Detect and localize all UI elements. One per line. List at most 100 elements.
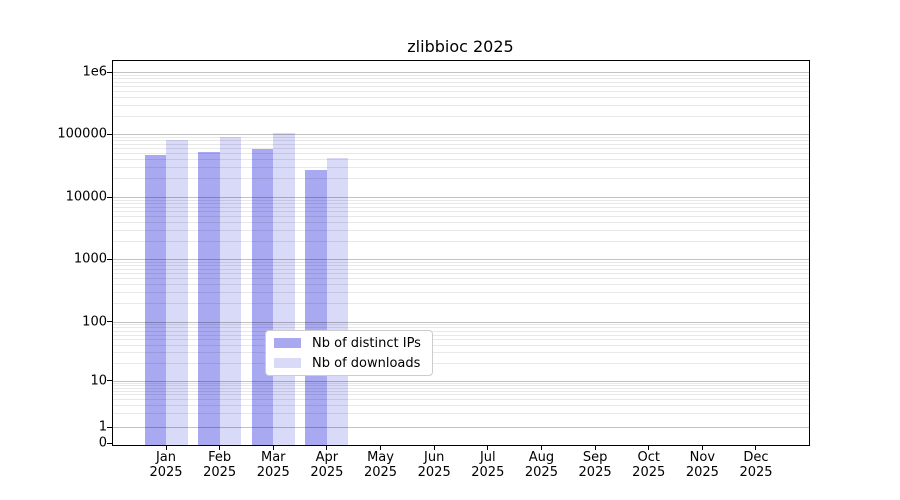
gridline-minor <box>113 75 809 77</box>
gridline-minor <box>113 334 809 336</box>
gridline-minor <box>113 399 809 400</box>
x-tick-mark <box>272 445 274 450</box>
x-tick-mark <box>540 445 542 450</box>
x-tick-label: Sep 2025 <box>578 450 612 480</box>
y-tick-label: 10000 <box>65 189 107 205</box>
gridline-major <box>113 427 809 428</box>
gridline-minor <box>113 81 809 83</box>
x-tick-label: Jun 2025 <box>417 450 451 480</box>
y-tick-label: 10 <box>90 373 107 388</box>
gridline-minor <box>113 390 809 392</box>
x-tick-mark <box>648 445 650 450</box>
gridline-minor <box>113 215 809 217</box>
gridline-minor <box>113 327 809 329</box>
gridline-minor <box>113 382 809 384</box>
gridline-minor <box>113 178 809 180</box>
legend-item-downloads: Nb of downloads <box>274 356 432 371</box>
legend-label-distinct-ips: Nb of distinct IPs <box>312 335 421 351</box>
bar-nb-of-distinct-ips <box>251 148 274 445</box>
y-tick-mark <box>107 442 112 444</box>
gridline-minor <box>113 387 809 389</box>
gridline-major <box>113 72 809 74</box>
gridline-minor <box>113 159 809 161</box>
x-tick-mark <box>487 445 489 450</box>
x-tick-mark <box>219 445 221 450</box>
gridline-minor <box>113 291 809 293</box>
gridline-minor <box>113 148 809 150</box>
x-tick-label: Mar 2025 <box>256 450 290 480</box>
legend-swatch-distinct-ips <box>274 338 301 348</box>
gridline-major <box>113 259 809 261</box>
gridline-minor <box>113 199 809 201</box>
gridline-minor <box>113 262 809 264</box>
x-tick-mark <box>755 445 757 450</box>
gridline-minor <box>113 167 809 169</box>
x-tick-mark <box>701 445 703 450</box>
y-tick-label: 1000 <box>73 251 107 267</box>
x-tick-label: Dec 2025 <box>739 450 773 480</box>
gridline-minor <box>113 115 809 117</box>
gridline-minor <box>113 140 809 142</box>
gridline-minor <box>113 302 809 304</box>
x-tick-mark <box>594 445 596 450</box>
x-tick-label: Nov 2025 <box>685 450 719 480</box>
gridline-minor <box>113 144 809 145</box>
gridline-minor <box>113 206 809 208</box>
gridline-minor <box>113 90 809 92</box>
y-tick-mark <box>107 258 112 260</box>
x-tick-label: Oct 2025 <box>632 450 666 480</box>
x-tick-mark <box>380 445 382 450</box>
gridline-minor <box>113 210 809 212</box>
x-tick-label: May 2025 <box>363 450 398 480</box>
y-tick-mark <box>107 133 112 135</box>
x-tick-label: Apr 2025 <box>310 450 344 480</box>
y-tick-mark <box>107 380 112 381</box>
gridline-minor <box>113 385 809 386</box>
gridline-minor <box>113 339 809 341</box>
x-tick-label: Aug 2025 <box>524 450 558 480</box>
y-tick-mark <box>107 426 112 428</box>
gridline-minor <box>113 203 809 205</box>
gridline-minor <box>113 404 809 406</box>
x-tick-label: Feb 2025 <box>203 450 237 480</box>
gridline-minor <box>113 273 809 275</box>
gridline-minor <box>113 362 809 364</box>
x-tick-mark <box>165 445 167 450</box>
chart-title: zlibbioc 2025 <box>407 37 514 56</box>
y-tick-label: 100 <box>82 314 107 330</box>
legend-swatch-downloads <box>274 358 301 368</box>
gridline-minor <box>113 221 809 223</box>
gridline-major <box>113 134 809 136</box>
gridline-minor <box>113 352 809 354</box>
gridline-major <box>113 197 809 198</box>
bar-nb-of-downloads <box>166 139 188 445</box>
x-tick-label: Jul 2025 <box>471 450 505 480</box>
y-tick-mark <box>107 196 112 198</box>
gridline-minor <box>113 324 809 326</box>
bar-nb-of-distinct-ips <box>198 152 220 445</box>
gridline-minor <box>113 240 809 242</box>
gridline-minor <box>113 78 809 80</box>
gridline-major <box>113 380 809 382</box>
bar-nb-of-distinct-ips <box>144 155 166 445</box>
bar-nb-of-distinct-ips <box>305 170 327 445</box>
gridline-minor <box>113 86 809 88</box>
plot-area <box>107 60 810 450</box>
gridline-minor <box>113 96 809 98</box>
gridline-minor <box>113 137 809 139</box>
y-tick-label: 0 <box>98 435 107 451</box>
x-tick-mark <box>326 445 328 450</box>
gridline-major <box>113 321 809 323</box>
gridline-minor <box>113 284 809 286</box>
y-tick-label: 1e6 <box>82 64 107 80</box>
y-tick-mark <box>107 321 112 323</box>
gridline-minor <box>113 265 809 267</box>
gridline-minor <box>113 413 809 414</box>
gridline-minor <box>113 278 809 280</box>
gridline-minor <box>113 268 809 270</box>
legend: Nb of distinct IPs Nb of downloads <box>265 330 433 376</box>
bar-nb-of-downloads <box>326 157 349 445</box>
bar-nb-of-downloads <box>219 137 242 445</box>
legend-item-distinct-ips: Nb of distinct IPs <box>274 336 432 351</box>
